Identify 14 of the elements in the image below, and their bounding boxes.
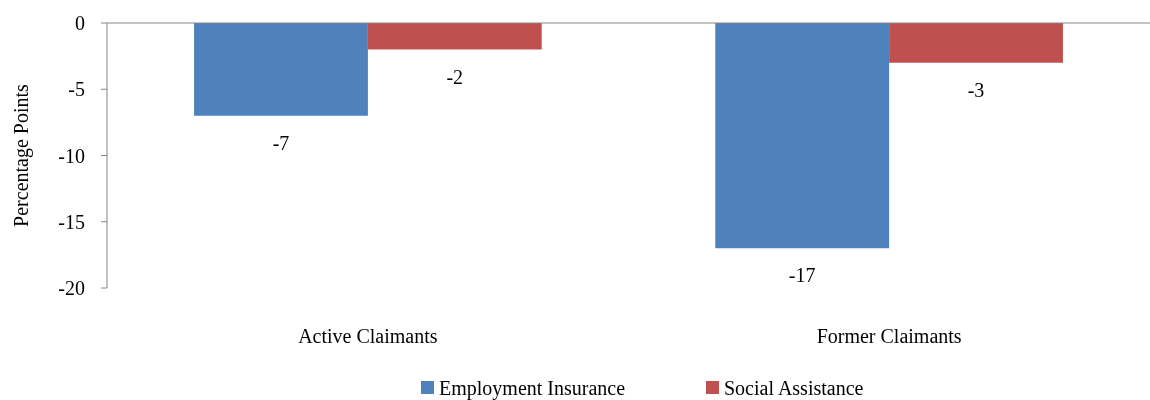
- y-tick-label: -15: [58, 210, 85, 233]
- data-label: -7: [272, 131, 290, 154]
- x-tick-label: Former Claimants: [816, 325, 962, 347]
- legend-label: Social Assistance: [724, 377, 864, 399]
- x-tick-label: Active Claimants: [298, 325, 438, 347]
- legend-label: Employment Insurance: [439, 377, 626, 400]
- data-label: -2: [446, 65, 464, 88]
- y-axis-title: Percentage Points: [10, 83, 33, 227]
- y-tick-label: -20: [58, 277, 85, 299]
- y-tick-label: -10: [58, 144, 85, 167]
- data-label: -17: [788, 264, 816, 287]
- y-tick-label: -5: [68, 78, 85, 101]
- data-label: -3: [967, 78, 985, 101]
- y-tick-label: 0: [75, 12, 85, 34]
